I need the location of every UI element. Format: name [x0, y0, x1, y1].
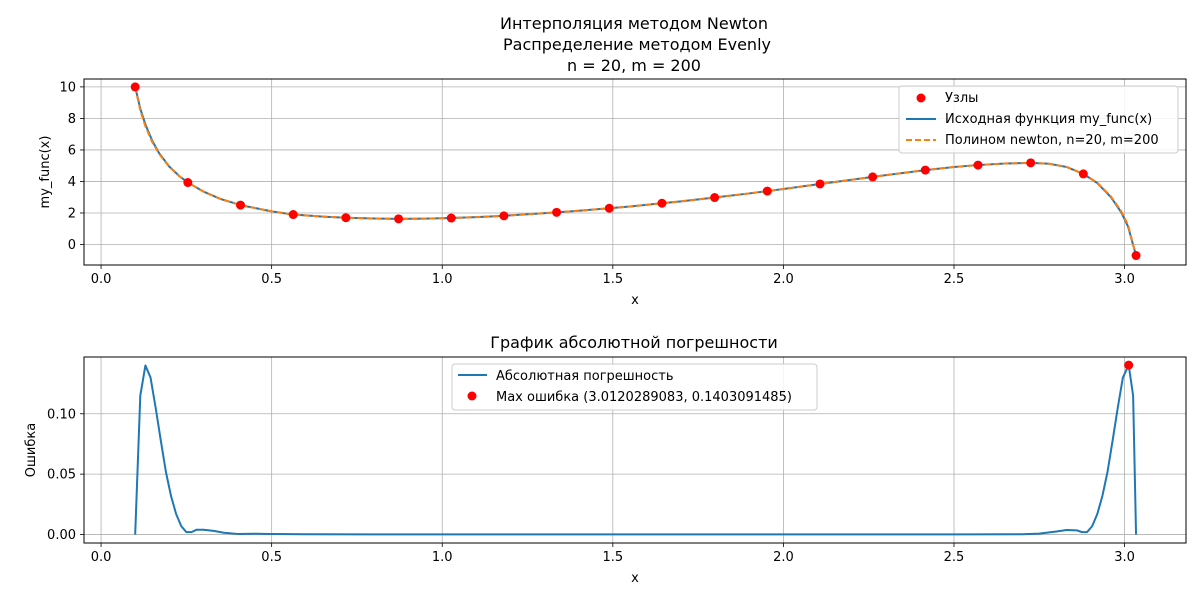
error-x-tick-label: 2.0 [773, 550, 794, 565]
max-error-point [1124, 360, 1134, 370]
interpolation-node-point [604, 203, 614, 213]
interpolation-node-point [815, 179, 825, 189]
interpolation-x-tick-label: 1.0 [432, 272, 453, 287]
error-plot-content [134, 360, 1138, 536]
interpolation-node-point [920, 165, 930, 175]
error-y-tick-label: 0.05 [47, 468, 76, 483]
interpolation-y-tick-label: 10 [59, 80, 76, 95]
legend-nodes-marker [916, 93, 926, 103]
interpolation-plot-x-ticks: 0.0 0.5 1.0 1.5 2.0 2.5 3.0 [91, 265, 1135, 287]
error-x-tick-label: 3.0 [1114, 550, 1135, 565]
error-x-tick-label: 0.5 [261, 550, 282, 565]
error-plot-y-ticks: 0.00 0.05 0.10 [47, 407, 84, 543]
interpolation-node-point [868, 172, 878, 182]
interpolation-x-tick-label: 1.5 [602, 272, 623, 287]
interpolation-node-point [394, 214, 404, 224]
interpolation-plot-legend-box [898, 85, 1179, 154]
interpolation-node-point [1078, 169, 1088, 179]
error-y-tick-label: 0.10 [47, 407, 76, 422]
interpolation-node-point [236, 200, 246, 210]
figure-title-line-1: Интерполяция методом Newton [500, 14, 768, 33]
error-plot-legend: Абсолютная погрешность Max ошибка (3.012… [451, 363, 818, 411]
interpolation-y-tick-label: 2 [68, 206, 76, 221]
legend-newton-polynomial-label: Полином newton, n=20, m=200 [945, 133, 1159, 148]
legend-absolute-error-label: Абсолютная погрешность [496, 369, 674, 384]
interpolation-x-tick-label: 0.0 [91, 272, 112, 287]
error-x-tick-label: 0.0 [91, 550, 112, 565]
error-x-tick-label: 2.5 [944, 550, 965, 565]
figure-title-line-3: n = 20, m = 200 [567, 56, 701, 75]
error-x-tick-label: 1.5 [602, 550, 623, 565]
error-plot-frame [83, 356, 1187, 544]
interpolation-node-point [341, 213, 351, 223]
interpolation-y-tick-label: 4 [68, 175, 76, 190]
interpolation-x-tick-label: 3.0 [1114, 272, 1135, 287]
interpolation-y-tick-label: 0 [68, 238, 76, 253]
interpolation-node-point [288, 210, 298, 220]
interpolation-node-point [499, 211, 509, 221]
error-plot-legend-box [451, 363, 818, 411]
error-plot-x-ticks: 0.0 0.5 1.0 1.5 2.0 2.5 3.0 [91, 543, 1135, 565]
interpolation-node-point [710, 193, 720, 203]
interpolation-plot-frame [83, 78, 1187, 266]
interpolation-plot-x-label: x [631, 293, 639, 308]
error-x-tick-label: 1.0 [432, 550, 453, 565]
error-plot: 0.0 0.5 1.0 1.5 2.0 2.5 3.0 0.00 0.05 0.10 x Оши… [24, 356, 1187, 586]
figure-title-line-2: Распределение методом Evenly [503, 35, 771, 54]
interpolation-plot-y-ticks: 0 2 4 6 8 10 [59, 80, 84, 253]
interpolation-plot-y-label: my_func(x) [38, 136, 53, 209]
interpolation-plot: 0.0 0.5 1.0 1.5 2.0 2.5 3.0 0 2 4 6 8 10 x my_func(… [38, 78, 1187, 308]
legend-max-error-label: Max ошибка (3.0120289083, 0.1403091485) [496, 390, 792, 405]
interpolation-x-tick-label: 0.5 [261, 272, 282, 287]
interpolation-plot-legend: Узлы Исходная функция my_func(x) Полином… [898, 85, 1179, 154]
interpolation-node-point [762, 186, 772, 196]
legend-nodes-label: Узлы [945, 91, 978, 106]
interpolation-node-point [446, 213, 456, 223]
interpolation-node-point [973, 160, 983, 170]
interpolation-node-point [1131, 251, 1141, 261]
error-plot-x-label: x [631, 571, 639, 586]
interpolation-x-tick-label: 2.5 [944, 272, 965, 287]
error-plot-y-label: Ошибка [24, 423, 39, 477]
legend-max-error-marker [467, 391, 477, 401]
error-y-tick-label: 0.00 [47, 528, 76, 543]
legend-original-function-label: Исходная функция my_func(x) [945, 112, 1152, 127]
error-plot-title: График абсолютной погрешности [490, 333, 778, 352]
interpolation-node-point [657, 198, 667, 208]
interpolation-node-point [130, 82, 140, 92]
interpolation-node-point [552, 207, 562, 217]
interpolation-y-tick-label: 6 [68, 143, 76, 158]
interpolation-node-point [183, 178, 193, 188]
interpolation-x-tick-label: 2.0 [773, 272, 794, 287]
interpolation-node-point [1026, 158, 1036, 168]
interpolation-y-tick-label: 8 [68, 112, 76, 127]
interpolation-plot-content [130, 82, 1141, 261]
absolute-error-line [134, 364, 1138, 536]
